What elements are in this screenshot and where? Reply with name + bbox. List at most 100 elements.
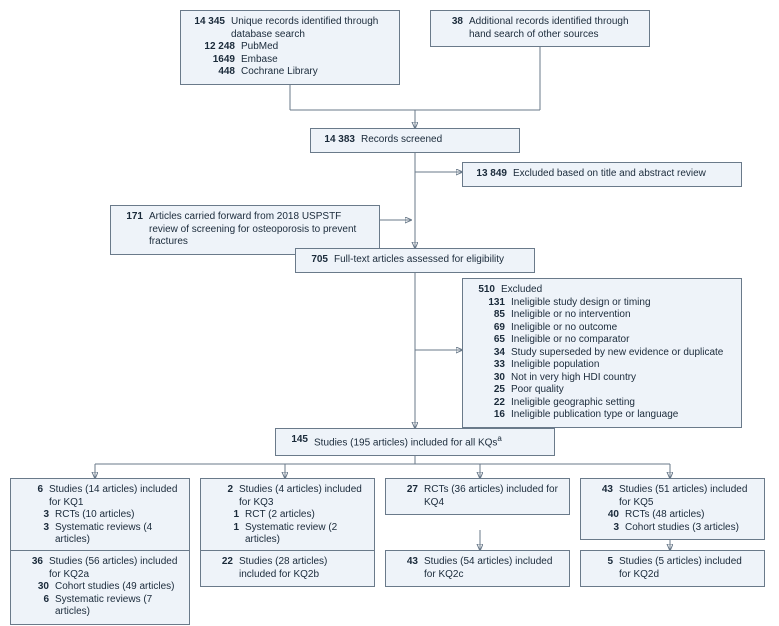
n: 27 — [394, 484, 424, 509]
n: 2 — [209, 484, 239, 509]
box-kq3: 2Studies (4 articles) included for KQ31R… — [200, 478, 375, 553]
header-row: 43Studies (51 articles) included for KQ5 — [589, 484, 756, 509]
lbl: Systematic reviews (7 articles) — [55, 594, 181, 619]
header-row: 27RCTs (36 articles) included for KQ4 — [394, 484, 561, 509]
flowchart: 14 345Unique records identified through … — [10, 10, 769, 616]
excluded-reason: 22Ineligible geographic setting — [471, 397, 733, 410]
sub-row: 3Cohort studies (3 articles) — [589, 522, 756, 535]
box-fulltext-assessed: 705Full-text articles assessed for eligi… — [295, 248, 535, 273]
lbl: Excluded based on title and abstract rev… — [513, 168, 733, 181]
header-row: 36Studies (56 articles) included for KQ2… — [19, 556, 181, 581]
n: 3 — [19, 509, 55, 522]
lbl: Ineligible or no comparator — [511, 334, 733, 347]
n: 43 — [589, 484, 619, 509]
n: 16 — [471, 409, 511, 422]
n: 145 — [284, 434, 314, 450]
lbl: Studies (56 articles) included for KQ2a — [49, 556, 181, 581]
n: 25 — [471, 384, 511, 397]
lbl: Studies (54 articles) included for KQ2c — [424, 556, 561, 581]
n: 6 — [19, 594, 55, 619]
lbl: Studies (4 articles) included for KQ3 — [239, 484, 366, 509]
n: 510 — [471, 284, 501, 297]
text: Studies (195 articles) included for all … — [314, 437, 497, 448]
header-row: 43Studies (54 articles) included for KQ2… — [394, 556, 561, 581]
lbl: Systematic reviews (4 articles) — [55, 522, 181, 547]
sup: a — [497, 434, 501, 443]
box-kq2b: 22Studies (28 articles) included for KQ2… — [200, 550, 375, 587]
lbl: RCTs (36 articles) included for KQ4 — [424, 484, 561, 509]
box-excluded-fulltext: 510Excluded 131Ineligible study design o… — [462, 278, 742, 428]
n: 131 — [471, 297, 511, 310]
box-excluded-title-abstract: 13 849Excluded based on title and abstra… — [462, 162, 742, 187]
n: 6 — [19, 484, 49, 509]
n: 705 — [304, 254, 334, 267]
n: 36 — [19, 556, 49, 581]
header-row: 22Studies (28 articles) included for KQ2… — [209, 556, 366, 581]
box-hand-search: 38Additional records identified through … — [430, 10, 650, 47]
box-included-all-kqs: 145Studies (195 articles) included for a… — [275, 428, 555, 456]
header-row: 5Studies (5 articles) included for KQ2d — [589, 556, 756, 581]
header-row: 6Studies (14 articles) included for KQ1 — [19, 484, 181, 509]
lbl: Records screened — [361, 134, 511, 147]
box-kq1: 6Studies (14 articles) included for KQ13… — [10, 478, 190, 553]
lbl: Cohort studies (49 articles) — [55, 581, 181, 594]
sub-row: 1RCT (2 articles) — [209, 509, 366, 522]
lbl: Studies (51 articles) included for KQ5 — [619, 484, 756, 509]
n: 33 — [471, 359, 511, 372]
lbl: Full-text articles assessed for eligibil… — [334, 254, 526, 267]
n: 1 — [209, 522, 245, 547]
lbl: Cohort studies (3 articles) — [625, 522, 756, 535]
excluded-reason: 34Study superseded by new evidence or du… — [471, 347, 733, 360]
lbl: Cochrane Library — [241, 66, 391, 79]
n: 12 248 — [189, 41, 241, 54]
lbl: Ineligible study design or timing — [511, 297, 733, 310]
lbl: Poor quality — [511, 384, 733, 397]
lbl: Additional records identified through ha… — [469, 16, 641, 41]
n: 13 849 — [471, 168, 513, 181]
lbl: Ineligible or no intervention — [511, 309, 733, 322]
sub-row: 40RCTs (48 articles) — [589, 509, 756, 522]
lbl: Ineligible or no outcome — [511, 322, 733, 335]
n: 30 — [19, 581, 55, 594]
lbl: Ineligible population — [511, 359, 733, 372]
n: 14 345 — [189, 16, 231, 41]
lbl: RCTs (48 articles) — [625, 509, 756, 522]
excluded-reason: 25Poor quality — [471, 384, 733, 397]
lbl: Not in very high HDI country — [511, 372, 733, 385]
lbl: Systematic review (2 articles) — [245, 522, 366, 547]
excluded-reason: 30Not in very high HDI country — [471, 372, 733, 385]
n: 22 — [209, 556, 239, 581]
lbl: PubMed — [241, 41, 391, 54]
n: 448 — [189, 66, 241, 79]
header-row: 2Studies (4 articles) included for KQ3 — [209, 484, 366, 509]
excluded-reason: 33Ineligible population — [471, 359, 733, 372]
n: 38 — [439, 16, 469, 41]
n: 3 — [19, 522, 55, 547]
lbl: Studies (195 articles) included for all … — [314, 434, 546, 450]
lbl: Studies (5 articles) included for KQ2d — [619, 556, 756, 581]
box-kq2c: 43Studies (54 articles) included for KQ2… — [385, 550, 570, 587]
excluded-reason: 85Ineligible or no intervention — [471, 309, 733, 322]
n: 22 — [471, 397, 511, 410]
box-kq2d: 5Studies (5 articles) included for KQ2d — [580, 550, 765, 587]
n: 65 — [471, 334, 511, 347]
n: 171 — [119, 211, 149, 249]
lbl: Embase — [241, 54, 391, 67]
lbl: Studies (28 articles) included for KQ2b — [239, 556, 366, 581]
lbl: Unique records identified through databa… — [231, 16, 391, 41]
box-db-search: 14 345Unique records identified through … — [180, 10, 400, 85]
excluded-reason: 65Ineligible or no comparator — [471, 334, 733, 347]
lbl: Ineligible publication type or language — [511, 409, 733, 422]
n: 5 — [589, 556, 619, 581]
lbl: Studies (14 articles) included for KQ1 — [49, 484, 181, 509]
lbl: Ineligible geographic setting — [511, 397, 733, 410]
lbl: Excluded — [501, 284, 733, 297]
sub-row: 30Cohort studies (49 articles) — [19, 581, 181, 594]
n: 3 — [589, 522, 625, 535]
box-kq4: 27RCTs (36 articles) included for KQ4 — [385, 478, 570, 515]
sub-row: 3Systematic reviews (4 articles) — [19, 522, 181, 547]
box-kq2a: 36Studies (56 articles) included for KQ2… — [10, 550, 190, 625]
lbl: Study superseded by new evidence or dupl… — [511, 347, 733, 360]
n: 14 383 — [319, 134, 361, 147]
lbl: RCTs (10 articles) — [55, 509, 181, 522]
